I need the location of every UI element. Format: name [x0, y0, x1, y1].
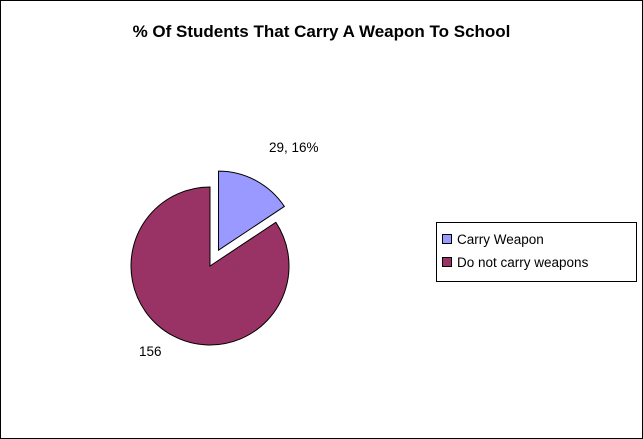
legend-swatch-do-not-carry: [442, 257, 452, 267]
data-label-do-not-carry: 156: [139, 344, 162, 359]
data-label-carry-weapon: 29, 16%: [269, 140, 319, 155]
pie-slice-do-not-carry: [130, 186, 290, 346]
legend: Carry Weapon Do not carry weapons: [436, 222, 637, 282]
legend-label-carry-weapon: Carry Weapon: [457, 231, 544, 247]
legend-label-do-not-carry: Do not carry weapons: [457, 254, 589, 270]
legend-item-do-not-carry: Do not carry weapons: [442, 252, 636, 272]
legend-item-carry-weapon: Carry Weapon: [442, 229, 636, 249]
chart-title: % Of Students That Carry A Weapon To Sch…: [132, 22, 511, 41]
legend-swatch-carry-weapon: [442, 234, 452, 244]
pie-slice-carry-weapon: [218, 170, 286, 252]
